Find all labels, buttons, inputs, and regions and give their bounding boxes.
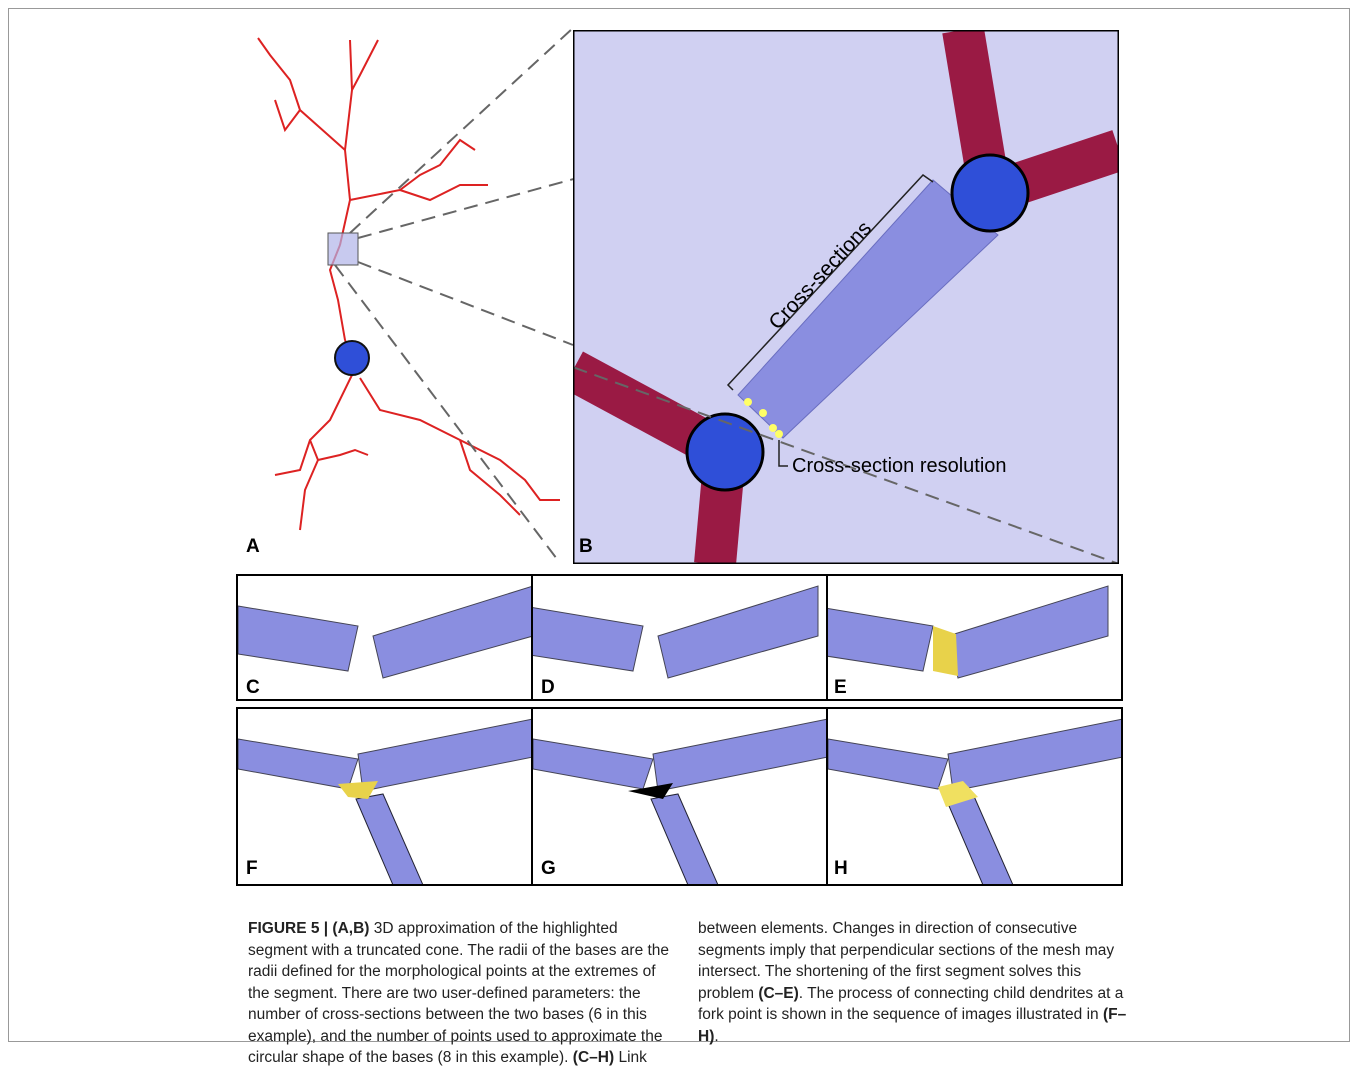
panel-label: E	[834, 677, 847, 698]
panel-label: H	[834, 858, 848, 879]
panels-ce	[237, 575, 1122, 700]
caption-run: (C–H)	[573, 1049, 614, 1066]
annotation: Cross-section resolution	[792, 455, 1007, 477]
figure: A Cross-sections Cross-section resolutio…	[0, 0, 1359, 900]
soma	[335, 341, 369, 375]
caption-run: 3D approximation of the highlighted segm…	[248, 920, 669, 1066]
panel-label: A	[246, 536, 260, 557]
panel-label: B	[579, 536, 593, 557]
panels-fh	[237, 708, 1123, 885]
caption-run: (C–E)	[758, 985, 798, 1002]
caption-run: .	[714, 1028, 718, 1045]
neuron	[258, 38, 560, 530]
caption: FIGURE 5 | (A,B) 3D approximation of the…	[248, 918, 1130, 1069]
caption-run: FIGURE 5 | (A,B)	[248, 920, 369, 937]
panel-b	[553, 30, 1119, 564]
panel-label: D	[541, 677, 555, 698]
highlight	[328, 233, 358, 265]
panel-label: C	[246, 677, 260, 698]
panel-label: G	[541, 858, 556, 879]
panel-label: F	[246, 858, 258, 879]
page: A Cross-sections Cross-section resolutio…	[0, 0, 1359, 1051]
